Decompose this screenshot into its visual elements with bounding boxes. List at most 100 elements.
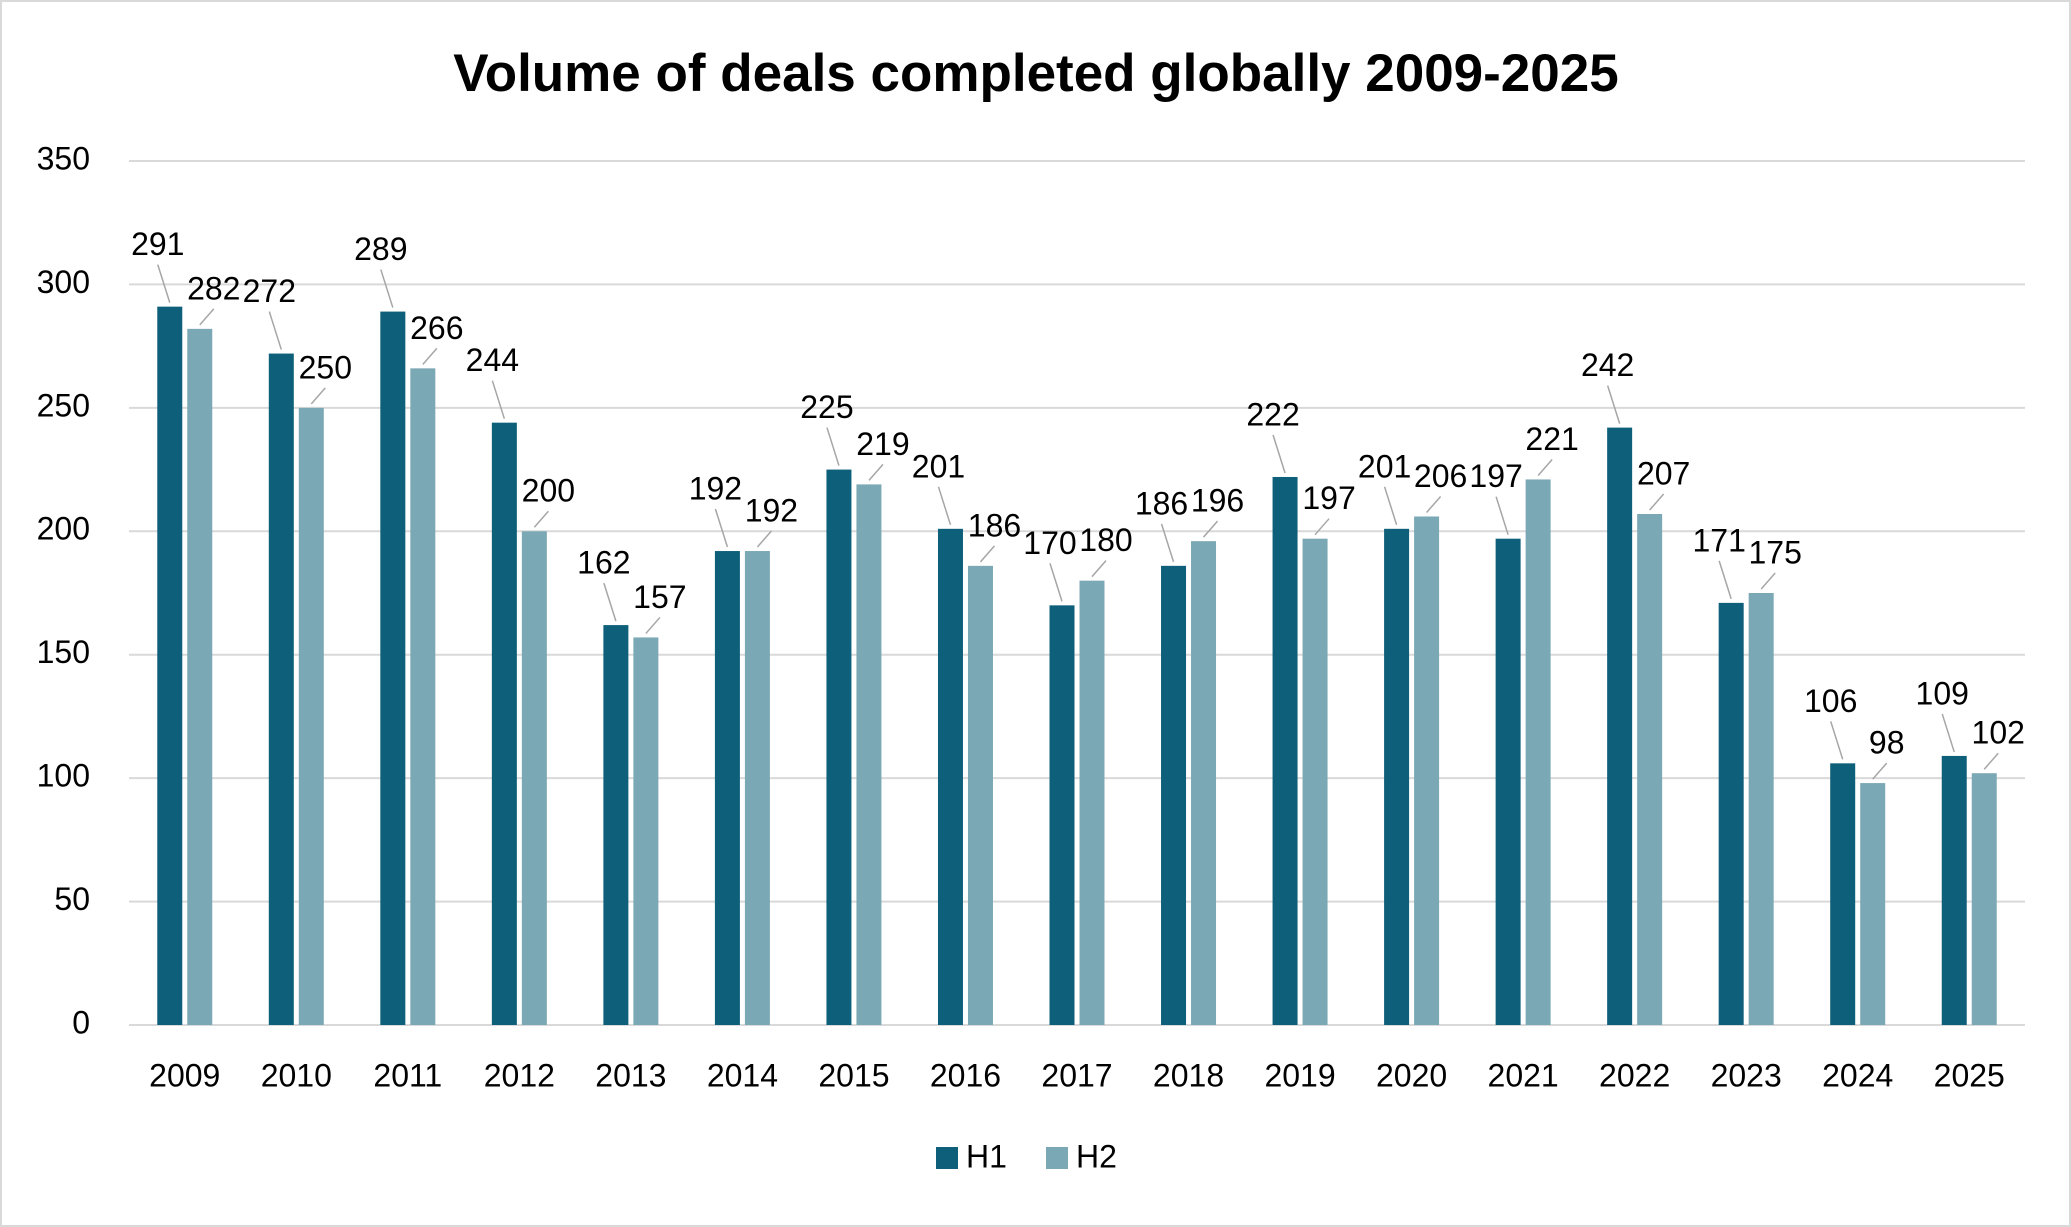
leader-line	[826, 427, 840, 466]
bar	[298, 407, 324, 1025]
x-tick-label: 2018	[1153, 1057, 1224, 1093]
leader-line	[714, 508, 729, 548]
data-label: 157	[633, 579, 686, 615]
leader-line	[1091, 560, 1107, 578]
leader-line	[1872, 762, 1888, 780]
bar	[1049, 605, 1075, 1025]
bar	[1272, 476, 1298, 1025]
leader-line	[1941, 713, 1955, 753]
data-label: 200	[522, 473, 575, 509]
leader-line	[199, 308, 215, 326]
bar	[744, 551, 770, 1025]
bar	[1860, 783, 1886, 1025]
bar	[1384, 528, 1410, 1025]
leader-line	[491, 380, 506, 419]
data-label: 102	[1972, 715, 2025, 751]
bar	[603, 625, 629, 1025]
leader-line	[380, 269, 394, 308]
leader-line	[1649, 493, 1665, 511]
bar	[937, 528, 963, 1025]
leader-line	[1606, 385, 1621, 424]
x-tick-label: 2017	[1041, 1057, 1112, 1093]
data-label: 222	[1246, 396, 1299, 432]
leader-line	[310, 387, 326, 405]
data-label: 98	[1869, 725, 1905, 761]
bar	[187, 328, 213, 1025]
data-label: 201	[912, 448, 965, 484]
data-label: 206	[1414, 458, 1467, 494]
bar	[1495, 538, 1521, 1025]
x-tick-label: 2010	[261, 1057, 332, 1093]
leader-line	[645, 616, 661, 634]
bar	[1830, 763, 1856, 1025]
leader-line	[422, 347, 438, 365]
bar	[1941, 755, 1967, 1025]
leader-line	[1718, 560, 1732, 600]
data-label: 192	[689, 470, 742, 506]
bar	[1971, 773, 1997, 1025]
data-label: 197	[1302, 480, 1355, 516]
bar	[268, 353, 294, 1025]
x-tick-label: 2021	[1488, 1057, 1559, 1093]
y-tick-label: 350	[37, 140, 90, 176]
leader-line	[1760, 572, 1776, 590]
legend-label: H2	[1076, 1138, 1117, 1174]
x-tick-label: 2024	[1822, 1057, 1893, 1093]
x-tick-label: 2012	[484, 1057, 555, 1093]
bar	[410, 368, 436, 1025]
bar	[1607, 427, 1633, 1025]
leader-line	[1272, 434, 1286, 474]
leader-line	[1829, 721, 1844, 760]
data-label: 221	[1525, 421, 1578, 457]
x-tick-label: 2009	[149, 1057, 220, 1093]
data-label: 225	[800, 389, 853, 425]
leader-line	[603, 582, 617, 622]
leader-line	[1537, 458, 1553, 476]
bar	[157, 306, 183, 1025]
bar	[1718, 602, 1744, 1025]
bar	[1161, 565, 1187, 1025]
data-label: 219	[856, 426, 909, 462]
leader-line	[1383, 486, 1398, 526]
data-label: 244	[466, 342, 519, 378]
x-tick-label: 2016	[930, 1057, 1001, 1093]
x-tick-label: 2011	[373, 1057, 442, 1093]
bar	[380, 311, 406, 1025]
x-tick-label: 2014	[707, 1057, 778, 1093]
bar	[1302, 538, 1328, 1025]
leader-line	[533, 510, 549, 528]
data-label: 207	[1637, 455, 1690, 491]
leader-line	[1160, 523, 1175, 563]
data-label: 171	[1692, 522, 1745, 558]
bar	[1748, 593, 1774, 1025]
data-label: 289	[354, 231, 407, 267]
data-label: 180	[1079, 522, 1132, 558]
legend-swatch	[936, 1147, 958, 1169]
bar	[491, 422, 517, 1025]
x-tick-label: 2015	[818, 1057, 889, 1093]
data-label: 162	[577, 545, 630, 581]
bar	[521, 531, 547, 1025]
data-label: 201	[1358, 448, 1411, 484]
bar	[1191, 541, 1217, 1025]
bar	[1414, 516, 1440, 1025]
data-label: 291	[131, 226, 184, 262]
y-tick-label: 200	[37, 511, 90, 547]
leader-line	[1495, 496, 1509, 535]
bar	[714, 551, 740, 1025]
data-label: 250	[299, 349, 352, 385]
data-label: 196	[1191, 483, 1244, 519]
data-label: 109	[1916, 675, 1969, 711]
leader-line	[979, 545, 996, 563]
leader-line	[1983, 752, 1999, 770]
leader-line	[1049, 563, 1063, 602]
data-label: 266	[410, 310, 463, 346]
data-label: 282	[187, 270, 240, 306]
data-label: 192	[745, 492, 798, 528]
y-tick-label: 300	[37, 264, 90, 300]
bar	[1637, 514, 1663, 1025]
bar	[826, 469, 852, 1026]
bar	[633, 637, 659, 1025]
x-tick-label: 2022	[1599, 1057, 1670, 1093]
